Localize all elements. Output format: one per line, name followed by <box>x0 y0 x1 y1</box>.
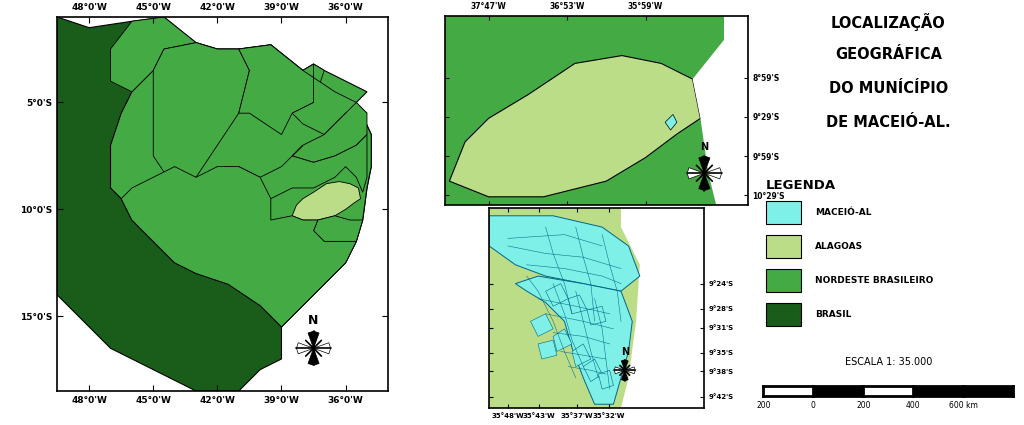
Text: 0: 0 <box>811 401 816 410</box>
Polygon shape <box>538 340 557 359</box>
Polygon shape <box>584 359 602 382</box>
Bar <box>766 235 802 258</box>
Text: N: N <box>308 314 318 327</box>
Polygon shape <box>546 283 568 306</box>
Bar <box>766 303 802 326</box>
Polygon shape <box>698 156 710 173</box>
Text: ALAGOAS: ALAGOAS <box>815 242 863 251</box>
Polygon shape <box>587 306 606 325</box>
Polygon shape <box>239 45 325 135</box>
Polygon shape <box>313 343 331 354</box>
Polygon shape <box>297 343 313 354</box>
Text: DE MACEIÓ-AL.: DE MACEIÓ-AL. <box>826 115 950 130</box>
Polygon shape <box>292 102 367 162</box>
Bar <box>766 269 802 292</box>
Polygon shape <box>530 314 553 337</box>
Polygon shape <box>308 331 319 348</box>
Polygon shape <box>57 17 372 391</box>
Polygon shape <box>692 16 748 205</box>
Text: 200: 200 <box>757 401 771 410</box>
Polygon shape <box>450 56 700 197</box>
Polygon shape <box>598 370 613 389</box>
Polygon shape <box>568 295 587 314</box>
Text: GEOGRÁFICA: GEOGRÁFICA <box>835 47 942 62</box>
Polygon shape <box>308 348 319 366</box>
Polygon shape <box>622 370 628 381</box>
Polygon shape <box>698 173 710 190</box>
Polygon shape <box>111 17 196 92</box>
Bar <box>766 201 802 224</box>
Polygon shape <box>292 64 367 135</box>
Text: NORDESTE BRASILEIRO: NORDESTE BRASILEIRO <box>815 276 934 285</box>
Polygon shape <box>622 360 628 370</box>
Text: 600 km: 600 km <box>949 401 978 410</box>
Bar <box>813 386 863 396</box>
Text: ESCALA 1: 35.000: ESCALA 1: 35.000 <box>845 357 932 367</box>
Polygon shape <box>705 167 722 179</box>
Bar <box>863 386 913 396</box>
Polygon shape <box>687 167 705 179</box>
Bar <box>913 386 964 396</box>
Polygon shape <box>666 114 677 130</box>
Bar <box>964 386 1013 396</box>
Polygon shape <box>239 135 367 198</box>
Text: BRASIL: BRASIL <box>815 310 851 319</box>
Polygon shape <box>614 367 625 374</box>
Text: N: N <box>621 347 629 357</box>
Bar <box>764 386 813 396</box>
Polygon shape <box>625 367 635 374</box>
Polygon shape <box>515 276 632 404</box>
Text: 400: 400 <box>906 401 921 410</box>
Polygon shape <box>621 208 703 408</box>
Text: DO MUNÍCÍPIO: DO MUNÍCÍPIO <box>828 81 948 96</box>
Polygon shape <box>121 167 356 327</box>
Text: LEGENDA: LEGENDA <box>766 178 837 192</box>
Text: LOCALIZAÇÃO: LOCALIZAÇÃO <box>830 13 946 31</box>
Text: N: N <box>700 142 709 152</box>
Polygon shape <box>292 181 360 220</box>
Text: 200: 200 <box>856 401 870 410</box>
Polygon shape <box>553 329 572 351</box>
Polygon shape <box>572 344 591 366</box>
Polygon shape <box>313 216 362 241</box>
Text: MACEIÓ-AL: MACEIÓ-AL <box>815 208 871 217</box>
Polygon shape <box>111 42 372 327</box>
Polygon shape <box>489 216 640 291</box>
Polygon shape <box>154 42 250 188</box>
